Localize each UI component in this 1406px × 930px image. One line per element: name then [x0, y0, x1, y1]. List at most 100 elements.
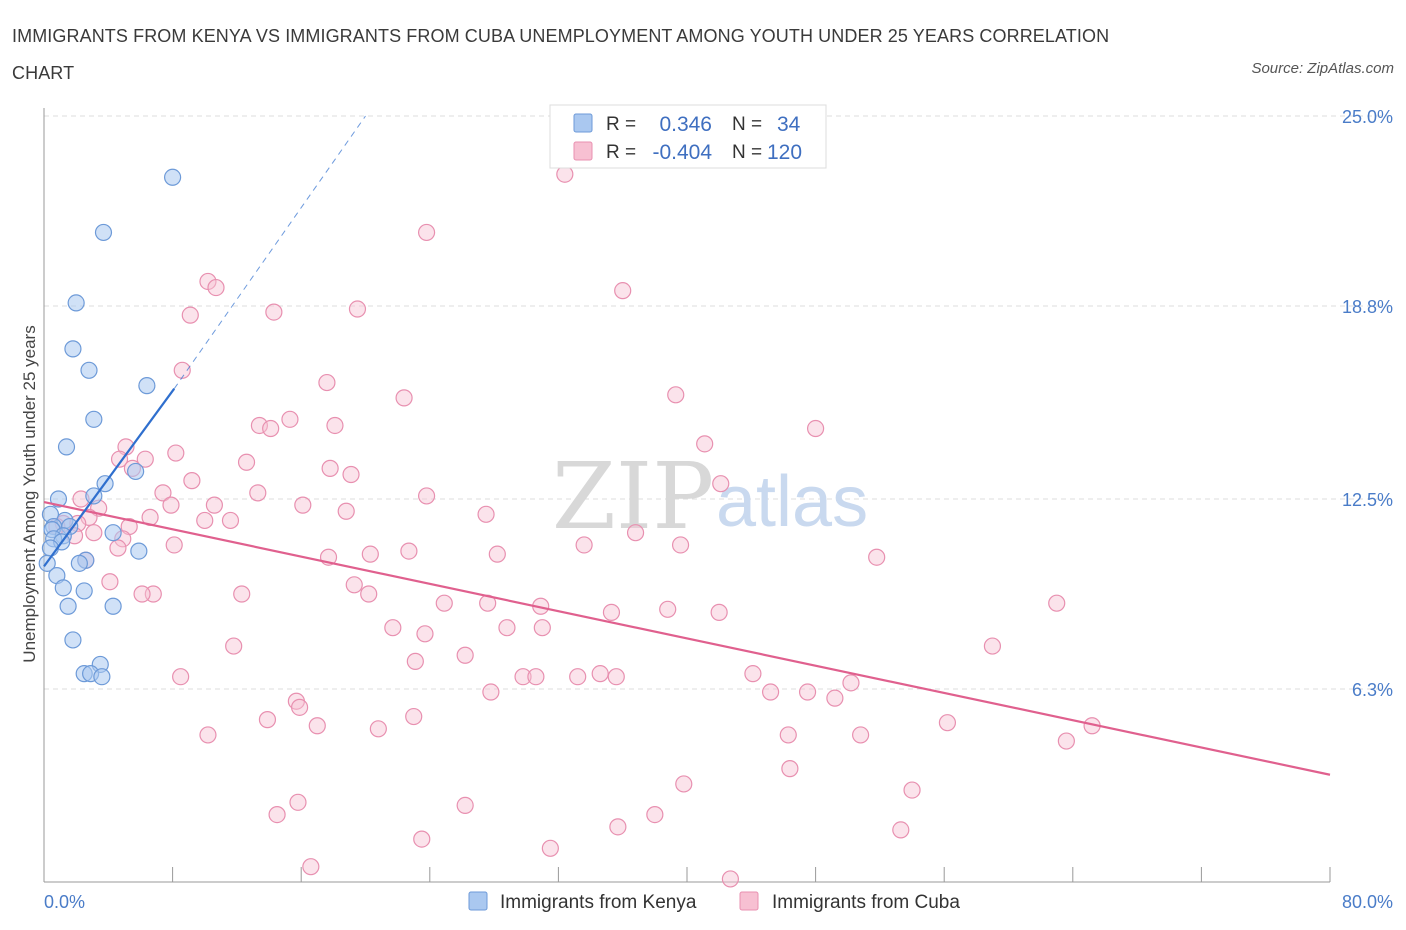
cuba-point — [258, 711, 277, 729]
x-tick-label-max: 80.0% — [1342, 892, 1393, 912]
kenya-point — [130, 542, 148, 560]
kenya-point — [41, 539, 60, 557]
cuba-point — [173, 361, 191, 379]
watermark-zip: ZIP — [552, 443, 714, 550]
cuba-point — [482, 683, 500, 701]
cuba-point — [167, 444, 185, 462]
watermark-atlas: atlas — [716, 462, 868, 542]
kenya-point — [75, 582, 93, 600]
cuba-point — [345, 576, 363, 594]
kenya-point — [80, 361, 98, 379]
y-tick-label: 25.0% — [1342, 107, 1393, 127]
cuba-point — [110, 450, 129, 468]
cuba-point — [133, 585, 151, 603]
cuba-point — [614, 282, 632, 300]
legend-swatch-cuba — [573, 141, 593, 161]
series-legend: Immigrants from Kenya Immigrants from Cu… — [468, 891, 960, 913]
cuba-point — [172, 668, 190, 686]
cuba-point — [268, 805, 286, 824]
cuba-point — [842, 674, 860, 692]
cuba-point — [384, 619, 402, 637]
cuba-point — [308, 717, 326, 735]
legend-box — [549, 104, 827, 169]
cuba-point — [369, 720, 387, 738]
cuba-point — [109, 539, 127, 557]
cuba-point — [400, 542, 418, 560]
cuba-point — [710, 603, 728, 621]
cuba-point — [348, 300, 367, 318]
cuba-point — [249, 484, 267, 502]
series-legend-swatch-cuba — [739, 891, 759, 911]
cuba-point — [326, 416, 344, 435]
cuba-trend-line — [43, 500, 1331, 776]
cuba-point — [233, 585, 251, 603]
kenya-trend-extension — [173, 115, 366, 389]
cuba-point — [294, 496, 312, 514]
legend-kenya-n-label: N = — [732, 114, 762, 135]
kenya-point — [54, 579, 72, 597]
kenya-point — [59, 597, 77, 615]
series-legend-swatch-kenya — [468, 891, 488, 911]
cuba-point — [892, 821, 910, 839]
cuba-point — [646, 805, 664, 824]
kenya-point — [49, 490, 68, 508]
cuba-point — [405, 707, 423, 726]
cuba-point — [602, 603, 621, 621]
cuba-point — [1057, 732, 1075, 750]
cuba-point — [527, 668, 545, 686]
y-tick-labels: 6.3% 12.5% 18.8% 25.0% — [1342, 107, 1393, 700]
cuba-point — [806, 419, 825, 438]
cuba-point — [289, 793, 307, 811]
cuba-point — [712, 475, 730, 493]
cuba-point — [607, 668, 625, 686]
cuba-point — [556, 165, 574, 183]
cuba-point — [659, 600, 677, 618]
kenya-point — [94, 223, 113, 242]
cuba-point — [290, 698, 309, 716]
cuba-point — [395, 389, 413, 407]
kenya-point — [104, 597, 122, 615]
cuba-point — [938, 714, 957, 732]
cuba-point — [761, 683, 780, 701]
y-tick-label: 6.3% — [1352, 680, 1393, 700]
gridlines — [44, 115, 1393, 690]
legend-kenya-r-label: R = — [606, 114, 636, 135]
cuba-point — [456, 796, 474, 815]
cuba-point — [626, 524, 645, 542]
cuba-point — [779, 726, 797, 744]
cuba-point — [435, 594, 453, 612]
cuba-point — [318, 373, 336, 392]
cuba-point — [361, 545, 379, 563]
cuba-point — [205, 496, 223, 514]
series-legend-cuba: Immigrants from Cuba — [772, 892, 960, 913]
cuba-point — [417, 487, 436, 505]
kenya-point — [64, 631, 82, 649]
cuba-point — [183, 472, 201, 490]
cuba-point — [667, 386, 685, 404]
cuba-point — [262, 419, 280, 438]
cuba-point — [903, 781, 921, 799]
kenya-point — [127, 462, 145, 481]
cuba-point — [337, 502, 355, 520]
cuba-point — [416, 625, 434, 643]
kenya-point — [104, 524, 122, 542]
cuba-point — [541, 839, 559, 857]
cuba-point — [154, 484, 172, 502]
kenya-point — [93, 668, 111, 686]
y-tick-label: 12.5% — [1342, 490, 1393, 510]
cuba-point — [569, 668, 587, 686]
cuba-point — [498, 619, 516, 637]
kenya-point — [57, 438, 76, 456]
cuba-point — [237, 453, 256, 471]
chart-title: IMMIGRANTS FROM KENYA VS IMMIGRANTS FROM… — [12, 26, 1110, 83]
y-tick-label: 18.8% — [1342, 297, 1393, 317]
cuba-point — [207, 278, 225, 297]
x-tick-label-min: 0.0% — [44, 892, 85, 912]
cuba-point — [225, 637, 243, 655]
legend-swatch-kenya — [573, 113, 593, 133]
cuba-point — [321, 459, 339, 477]
cuba-point — [199, 726, 217, 744]
cuba-point — [406, 652, 424, 670]
cuba-point — [342, 465, 360, 484]
